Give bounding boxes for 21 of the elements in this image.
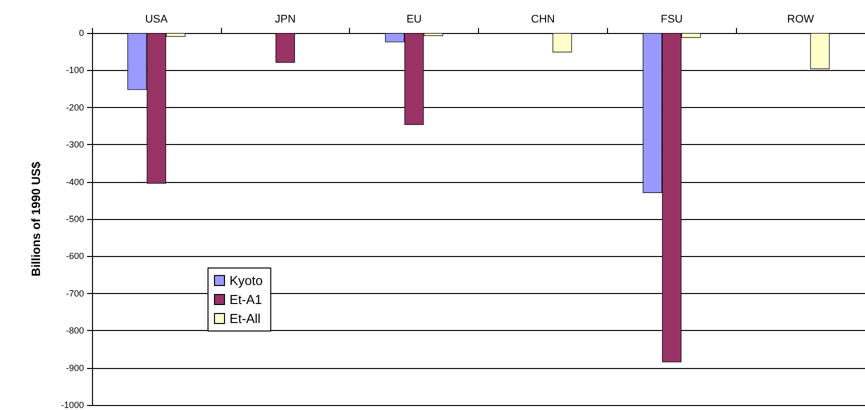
y-tick-label: -900 — [66, 362, 84, 373]
x-tick-label: USA — [145, 14, 168, 26]
y-tick-label: -200 — [66, 102, 84, 112]
x-tick-label: FSU — [660, 14, 683, 26]
y-tick-label: 0 — [78, 28, 84, 38]
y-tick-label: -100 — [66, 65, 84, 76]
y-tick-label: -300 — [66, 140, 84, 150]
legend-label: Et-All — [230, 311, 261, 326]
y-axis-title: Billions of 1990 US$ — [29, 161, 43, 276]
x-tick-label: ROW — [787, 14, 815, 26]
legend-label: Et-A1 — [230, 292, 262, 307]
x-tick-label: JPN — [274, 14, 296, 26]
y-tick-label: -500 — [66, 214, 84, 224]
x-tick-label: CHN — [530, 14, 555, 26]
y-tick-label: -700 — [66, 288, 84, 298]
x-tick-label: EU — [406, 14, 422, 26]
legend-label: Kyoto — [230, 273, 263, 288]
y-tick-label: -400 — [66, 176, 84, 187]
y-tick-label: -600 — [66, 251, 84, 262]
y-tick-label: -800 — [66, 326, 84, 336]
y-tick-label: -1000 — [60, 400, 84, 410]
